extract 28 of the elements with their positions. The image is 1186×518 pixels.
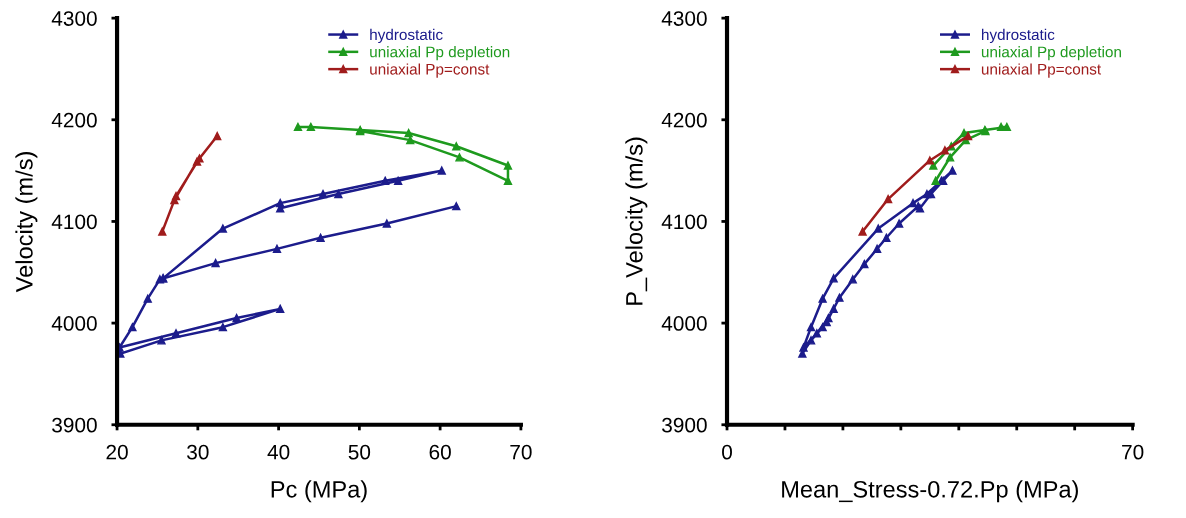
legend-label: hydrostatic	[982, 28, 1055, 44]
x-tick-label: 60	[429, 444, 451, 460]
x-axis-title: Pc (MPa)	[271, 480, 367, 503]
x-axis-title: Mean_Stress-0.72.Pp (MPa)	[782, 480, 1078, 503]
x-tick-label: 20	[106, 444, 128, 460]
y-axis-title: Velocity (m/s)	[15, 152, 38, 293]
legend-label: uniaxial Pp depletion	[370, 46, 510, 61]
y-tick-label: 4200	[661, 112, 707, 128]
legend-label: uniaxial Pp=const	[981, 63, 1102, 78]
x-tick-label: 40	[267, 444, 290, 460]
x-tick-label: 0	[722, 444, 732, 460]
x-tick-label: 70	[1122, 444, 1144, 460]
y-tick-label: 4100	[51, 214, 97, 230]
legend-label: uniaxial Pp=const	[370, 63, 490, 78]
x-tick-label: 50	[348, 444, 371, 460]
y-tick-label: 4100	[661, 214, 707, 230]
y-tick-label: 4200	[51, 112, 97, 128]
y-axis-title: P_Velocity (m/s)	[625, 137, 648, 305]
y-tick-label: 3900	[662, 417, 707, 433]
legend-label: hydrostatic	[370, 28, 443, 44]
x-tick-label: 70	[510, 444, 532, 460]
y-tick-label: 4300	[661, 11, 707, 26]
y-tick-label: 4000	[51, 316, 97, 331]
legend-label: uniaxial Pp depletion	[981, 46, 1121, 61]
y-tick-label: 4000	[661, 316, 707, 331]
y-tick-label: 4300	[51, 11, 97, 26]
y-tick-label: 3900	[52, 417, 97, 433]
x-tick-label: 30	[187, 444, 209, 460]
